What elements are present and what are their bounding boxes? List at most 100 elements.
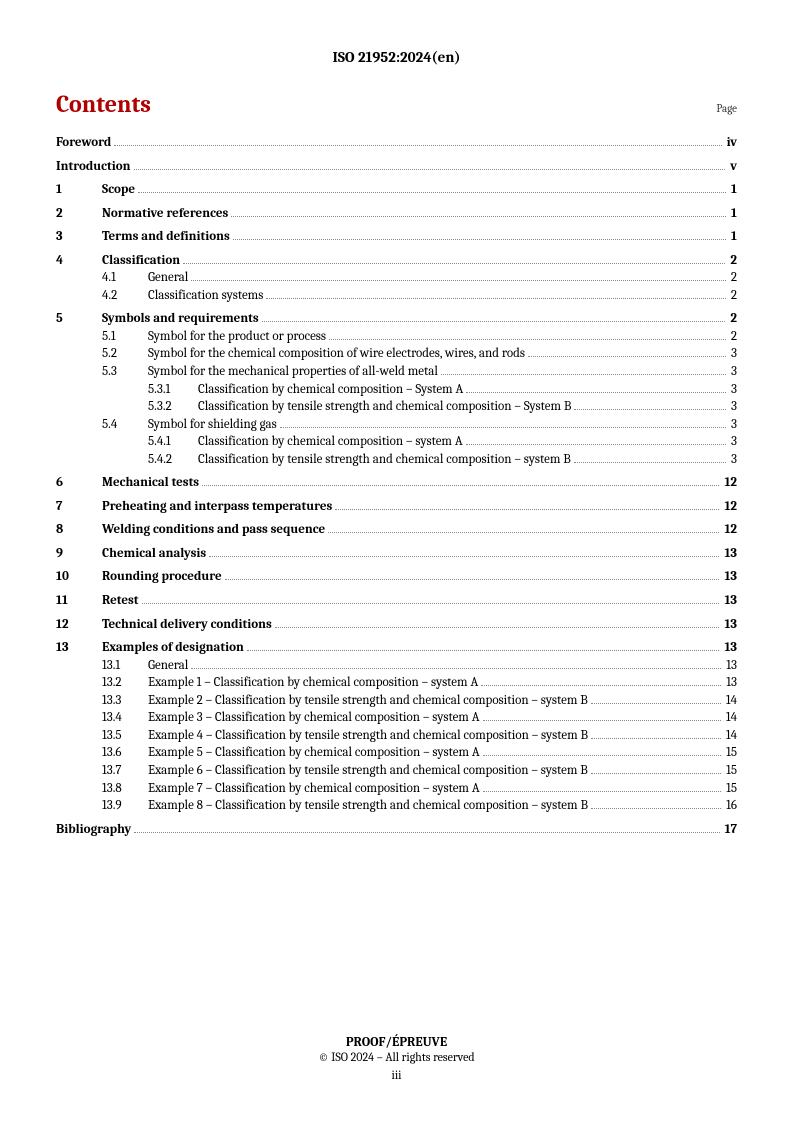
footer-copyright: © ISO 2024 – All rights reserved: [0, 1050, 793, 1064]
toc-entry-13-8: 13.8 Example 7 – Classification by chemi…: [56, 780, 737, 798]
toc-leader: [247, 650, 720, 651]
toc-page: 15: [724, 780, 737, 798]
toc-entry-4-2: 4.2 Classification systems 2: [56, 287, 737, 305]
toc-title: Classification by tensile strength and c…: [198, 398, 571, 416]
toc-page: 15: [724, 762, 737, 780]
contents-heading-row: Contents Page: [56, 90, 737, 118]
toc-page: iv: [725, 134, 737, 152]
toc-number: 5.2: [102, 345, 148, 363]
toc-page: 3: [729, 433, 737, 451]
toc-page: 1: [729, 181, 737, 199]
toc-title: Example 5 – Classification by chemical c…: [148, 744, 480, 762]
toc-page: 3: [729, 363, 737, 381]
toc-number: 5.3.2: [148, 398, 198, 416]
toc-leader: [183, 263, 725, 264]
toc-page: 3: [729, 381, 737, 399]
page-footer: PROOF/ÉPREUVE © ISO 2024 – All rights re…: [0, 1035, 793, 1082]
toc-number: 13.8: [102, 780, 148, 798]
toc-entry-examples-designation: 13 Examples of designation 13: [56, 639, 737, 657]
toc-entry-13-2: 13.2 Example 1 – Classification by chemi…: [56, 674, 737, 692]
toc-leader: [134, 169, 726, 170]
toc-entry-13-7: 13.7 Example 6 – Classification by tensi…: [56, 762, 737, 780]
toc-page: v: [728, 158, 737, 176]
toc-entry-bibliography: Bibliography 17: [56, 821, 737, 839]
toc-leader: [335, 509, 719, 510]
toc-leader: [233, 239, 726, 240]
toc-leader: [134, 832, 719, 833]
toc-page: 2: [728, 310, 737, 328]
toc-page: 3: [729, 398, 737, 416]
toc-leader: [275, 627, 720, 628]
toc-number: 13.5: [102, 727, 148, 745]
toc-title: Welding conditions and pass sequence: [102, 521, 325, 539]
toc-page: 3: [729, 345, 737, 363]
toc-entry-13-6: 13.6 Example 5 – Classification by chemi…: [56, 744, 737, 762]
toc-entry-terms-definitions: 3 Terms and definitions 1: [56, 228, 737, 246]
toc-leader: [483, 755, 721, 756]
toc-number: 8: [56, 521, 102, 539]
toc-number: 5.3: [102, 363, 148, 381]
toc-leader: [528, 356, 726, 357]
toc-page: 2: [729, 269, 737, 287]
toc-entry-mechanical-tests: 6 Mechanical tests 12: [56, 474, 737, 492]
toc-leader: [202, 485, 719, 486]
toc-title: Chemical analysis: [102, 545, 206, 563]
toc-entry-4-1: 4.1 General 2: [56, 269, 737, 287]
toc-title: Classification: [102, 252, 180, 270]
toc-title: Symbol for shielding gas: [148, 416, 277, 434]
toc-entry-5-4-2: 5.4.2 Classification by tensile strength…: [56, 451, 737, 469]
toc-entry-delivery-conditions: 12 Technical delivery conditions 13: [56, 616, 737, 634]
toc-entry-rounding: 10 Rounding procedure 13: [56, 568, 737, 586]
toc-title: General: [148, 269, 188, 287]
toc-number: 7: [56, 498, 102, 516]
toc-title: Classification by chemical composition –…: [198, 433, 463, 451]
toc-title: Introduction: [56, 158, 131, 176]
toc-leader: [191, 668, 721, 669]
toc-leader: [329, 339, 726, 340]
toc-title: Examples of designation: [102, 639, 244, 657]
toc-entry-13-9: 13.9 Example 8 – Classification by tensi…: [56, 797, 737, 815]
toc-page: 13: [722, 616, 737, 634]
toc-title: Mechanical tests: [102, 474, 199, 492]
toc-entry-retest: 11 Retest 13: [56, 592, 737, 610]
toc-leader: [209, 556, 719, 557]
toc-title: Classification by tensile strength and c…: [198, 451, 571, 469]
toc-page: 13: [722, 568, 737, 586]
toc-number: 5.4.1: [148, 433, 198, 451]
toc-leader: [591, 773, 721, 774]
toc-entry-symbols-requirements: 5 Symbols and requirements 2: [56, 310, 737, 328]
toc-title: Example 8 – Classification by tensile st…: [148, 797, 588, 815]
toc-leader: [574, 462, 726, 463]
toc-page: 13: [724, 657, 737, 675]
toc-leader: [191, 280, 726, 281]
toc-number: 6: [56, 474, 102, 492]
toc-page: 14: [724, 727, 737, 745]
toc-leader: [225, 579, 720, 580]
toc-entry-normative-references: 2 Normative references 1: [56, 205, 737, 223]
toc-entry-5-3-2: 5.3.2 Classification by tensile strength…: [56, 398, 737, 416]
toc-leader: [591, 703, 721, 704]
toc-entry-introduction: Introduction v: [56, 158, 737, 176]
toc-page: 16: [724, 797, 737, 815]
document-id-header: ISO 21952:2024(en): [56, 48, 737, 66]
toc-page: 14: [724, 692, 737, 710]
toc-number: 5.4: [102, 416, 148, 434]
toc-title: Technical delivery conditions: [102, 616, 272, 634]
toc-title: Normative references: [102, 205, 228, 223]
toc-number: 13.3: [102, 692, 148, 710]
toc-leader: [481, 685, 721, 686]
toc-title: Foreword: [56, 134, 111, 152]
toc-entry-5-4-1: 5.4.1 Classification by chemical composi…: [56, 433, 737, 451]
toc-leader: [138, 192, 726, 193]
toc-page: 12: [722, 498, 737, 516]
toc-title: Scope: [102, 181, 135, 199]
toc-title: General: [148, 657, 188, 675]
toc-entry-chemical-analysis: 9 Chemical analysis 13: [56, 545, 737, 563]
toc-page: 2: [729, 287, 737, 305]
toc-page: 13: [724, 674, 737, 692]
toc-number: 13.1: [102, 657, 148, 675]
toc-page: 13: [722, 639, 737, 657]
toc-title: Bibliography: [56, 821, 131, 839]
toc-title: Classification systems: [148, 287, 263, 305]
toc-number: 5.3.1: [148, 381, 198, 399]
